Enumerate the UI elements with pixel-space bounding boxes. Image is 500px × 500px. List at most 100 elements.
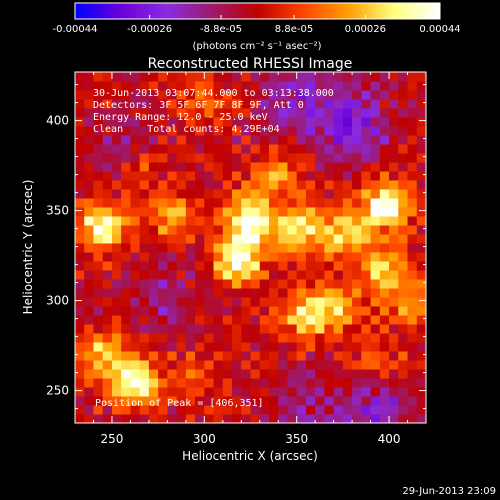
heatmap-cell bbox=[398, 198, 409, 208]
heatmap-cell bbox=[84, 297, 94, 307]
heatmap-cell bbox=[213, 315, 224, 325]
heatmap-cell bbox=[370, 351, 381, 361]
heatmap-cell bbox=[379, 315, 390, 325]
heatmap-cell bbox=[333, 135, 344, 145]
heatmap-cell bbox=[185, 117, 196, 127]
heatmap-cell bbox=[121, 144, 131, 154]
heatmap-cell bbox=[232, 252, 242, 262]
heatmap-cell bbox=[259, 306, 270, 316]
heatmap-cell bbox=[398, 297, 409, 307]
heatmap-cell bbox=[222, 144, 233, 154]
heatmap-cell bbox=[121, 99, 131, 109]
heatmap-cell bbox=[148, 144, 159, 154]
heatmap-cell bbox=[121, 126, 131, 136]
heatmap-cell bbox=[315, 252, 325, 262]
heatmap-cell bbox=[158, 279, 168, 289]
heatmap-cell bbox=[213, 405, 224, 415]
heatmap-cell bbox=[250, 369, 261, 379]
heatmap-cell bbox=[158, 270, 168, 280]
heatmap-cell bbox=[213, 189, 224, 199]
heatmap-cell bbox=[176, 387, 187, 397]
heatmap-cell bbox=[398, 315, 409, 325]
heatmap-cell bbox=[130, 369, 141, 379]
heatmap-cell bbox=[139, 162, 150, 172]
heatmap-cell bbox=[416, 378, 427, 388]
heatmap-cell bbox=[102, 333, 113, 343]
heatmap-cell bbox=[148, 198, 159, 208]
heatmap-cell bbox=[361, 135, 372, 145]
heatmap-cell bbox=[361, 270, 372, 280]
heatmap-cell bbox=[389, 216, 399, 226]
heatmap-cell bbox=[379, 225, 390, 235]
heatmap-cell bbox=[102, 396, 113, 406]
heatmap-cell bbox=[204, 270, 215, 280]
heatmap-cell bbox=[84, 360, 94, 370]
heatmap-cell bbox=[158, 351, 168, 361]
heatmap-cell bbox=[407, 225, 418, 235]
heatmap-cell bbox=[250, 243, 261, 253]
heatmap-cell bbox=[148, 288, 159, 298]
heatmap-cell bbox=[195, 342, 205, 352]
heatmap-cell bbox=[416, 279, 427, 289]
heatmap-cell bbox=[195, 117, 205, 127]
heatmap-cell bbox=[324, 99, 335, 109]
heatmap-cell bbox=[305, 405, 316, 415]
heatmap-cell bbox=[111, 270, 122, 280]
heatmap-cell bbox=[287, 405, 298, 415]
heatmap-cell bbox=[148, 360, 159, 370]
heatmap-cell bbox=[407, 198, 418, 208]
heatmap-cell bbox=[185, 369, 196, 379]
heatmap-cell bbox=[370, 369, 381, 379]
heatmap-cell bbox=[222, 225, 233, 235]
heatmap-cell bbox=[121, 378, 131, 388]
heatmap-cell bbox=[213, 117, 224, 127]
heatmap-cell bbox=[250, 225, 261, 235]
heatmap-cell bbox=[342, 90, 353, 100]
heatmap-cell bbox=[195, 216, 205, 226]
heatmap-cell bbox=[416, 324, 427, 334]
heatmap-cell bbox=[176, 324, 187, 334]
heatmap-cell bbox=[232, 81, 242, 91]
heatmap-cell bbox=[121, 405, 131, 415]
heatmap-cell bbox=[204, 414, 215, 424]
heatmap-cell bbox=[222, 324, 233, 334]
heatmap-cell bbox=[185, 279, 196, 289]
heatmap-cell bbox=[259, 279, 270, 289]
heatmap-cell bbox=[287, 225, 298, 235]
heatmap-cell bbox=[111, 279, 122, 289]
x-tick-label: 250 bbox=[100, 432, 123, 446]
heatmap-cell bbox=[407, 234, 418, 244]
heatmap-cell bbox=[232, 360, 242, 370]
heatmap-cell bbox=[241, 279, 251, 289]
heatmap-cell bbox=[241, 378, 251, 388]
heatmap-cell bbox=[176, 225, 187, 235]
heatmap-cell bbox=[222, 405, 233, 415]
heatmap-cell bbox=[111, 135, 122, 145]
heatmap-cell bbox=[305, 153, 316, 163]
heatmap-cell bbox=[305, 171, 316, 181]
heatmap-cell bbox=[305, 270, 316, 280]
heatmap-cell bbox=[167, 324, 178, 334]
heatmap-cell bbox=[379, 171, 390, 181]
heatmap-cell bbox=[361, 216, 372, 226]
heatmap-cell bbox=[250, 252, 261, 262]
heatmap-cell bbox=[222, 306, 233, 316]
heatmap-cell bbox=[185, 162, 196, 172]
heatmap-cell bbox=[167, 207, 178, 217]
heatmap-cell bbox=[361, 144, 372, 154]
heatmap-cell bbox=[213, 72, 224, 82]
heatmap-cell bbox=[93, 387, 104, 397]
heatmap-cell bbox=[324, 378, 335, 388]
heatmap-cell bbox=[158, 90, 168, 100]
heatmap-cell bbox=[167, 369, 178, 379]
heatmap-cell bbox=[93, 315, 104, 325]
heatmap-cell bbox=[158, 198, 168, 208]
heatmap-cell bbox=[296, 252, 307, 262]
heatmap-cell bbox=[204, 72, 215, 82]
heatmap-cell bbox=[139, 234, 150, 244]
heatmap-cell bbox=[361, 369, 372, 379]
heatmap-cell bbox=[416, 144, 427, 154]
heatmap-cell bbox=[370, 252, 381, 262]
heatmap-cell bbox=[213, 153, 224, 163]
